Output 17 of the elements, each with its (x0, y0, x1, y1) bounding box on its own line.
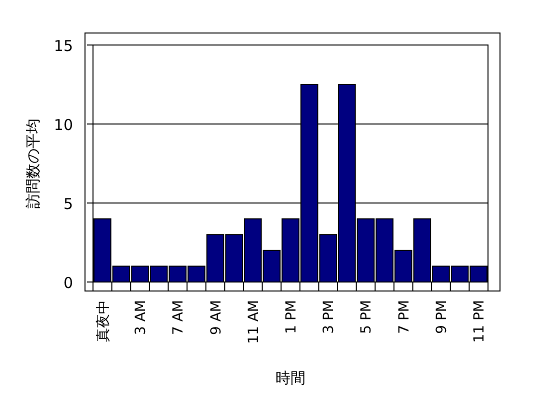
y-tick-label: 10 (54, 116, 73, 134)
y-tick-label: 5 (63, 195, 73, 213)
x-tick-label: 9 AM (208, 300, 224, 336)
x-axis-title: 時間 (276, 369, 306, 387)
y-tick-label: 0 (63, 274, 73, 292)
x-tick-label: 7 PM (396, 300, 412, 334)
y-axis-title: 訪問数の平均 (24, 118, 42, 208)
x-tick-label: 3 AM (133, 300, 150, 336)
x-tick-label: 7 AM (170, 300, 187, 336)
x-tick-label: 真夜中 (95, 300, 112, 342)
x-tick-label: 5 PM (358, 300, 375, 334)
x-tick-label: 11 PM (472, 300, 488, 343)
x-tick-label: 9 PM (434, 300, 450, 334)
x-tick-label: 1 PM (284, 300, 300, 334)
x-tick-label: 11 AM (246, 300, 262, 344)
y-tick-label: 15 (54, 37, 73, 55)
x-tick-label: 3 PM (321, 300, 338, 334)
